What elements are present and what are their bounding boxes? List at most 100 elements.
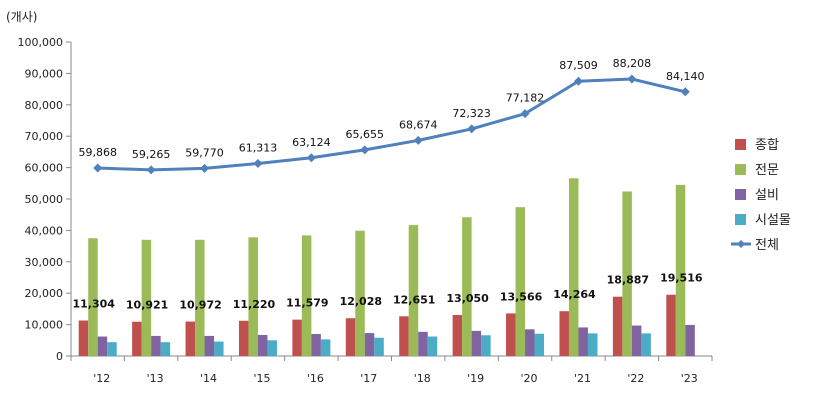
y-tick-label: 30,000 <box>25 256 64 269</box>
bar-2-4 <box>248 237 258 356</box>
legend-swatch <box>735 139 746 150</box>
line-marker-11 <box>627 74 637 84</box>
bar-2-6 <box>355 230 365 356</box>
bar-4-5 <box>320 339 331 356</box>
legend-marker <box>737 240 745 248</box>
bar-4-6 <box>374 337 384 356</box>
bar-2-10 <box>568 178 579 356</box>
bar-3-7 <box>418 331 428 356</box>
bar-1-3 <box>185 321 196 356</box>
bar-4-3 <box>214 341 224 356</box>
bar-1-4 <box>238 320 249 356</box>
bar-2-5 <box>301 235 312 356</box>
bar-3-8 <box>471 330 482 356</box>
bar-value-label: 11,304 <box>72 298 115 311</box>
bar-2-7 <box>408 225 419 356</box>
bar-1-2 <box>132 321 142 356</box>
legend-label: 종합 <box>755 138 779 153</box>
x-tick-label: '21 <box>574 372 591 385</box>
y-tick-label: 50,000 <box>25 193 64 206</box>
bar-2-1 <box>88 238 98 356</box>
line-value-label: 77,182 <box>506 92 545 105</box>
y-tick-label: 40,000 <box>25 224 64 237</box>
bar-3-5 <box>311 334 321 356</box>
bar-3-2 <box>151 335 161 356</box>
line-marker-10 <box>573 76 583 86</box>
line-marker-2 <box>146 165 156 175</box>
bar-3-6 <box>364 333 375 356</box>
line-marker-1 <box>93 163 103 173</box>
line-marker-12 <box>680 87 690 97</box>
line-marker-7 <box>413 135 423 145</box>
y-tick-label: 10,000 <box>25 319 64 332</box>
bar-value-label: 14,264 <box>553 288 596 301</box>
x-tick-label: '16 <box>307 372 324 385</box>
bar-1-1 <box>78 320 89 356</box>
x-tick-label: '15 <box>253 372 270 385</box>
bar-1-11 <box>612 296 623 356</box>
bar-value-label: 13,566 <box>500 290 543 303</box>
bar-2-11 <box>622 191 632 356</box>
bar-1-12 <box>666 294 676 356</box>
bar-3-4 <box>257 334 268 356</box>
bar-4-2 <box>160 342 171 356</box>
x-tick-label: '14 <box>200 372 217 385</box>
y-tick-label: 100,000 <box>18 36 64 49</box>
bar-3-11 <box>631 325 642 356</box>
bar-value-label: 13,050 <box>446 292 489 305</box>
line-value-label: 87,509 <box>559 59 598 72</box>
y-tick-label: 0 <box>56 350 63 363</box>
bar-2-8 <box>462 217 472 356</box>
y-tick-label: 60,000 <box>25 162 64 175</box>
bar-3-3 <box>204 335 215 356</box>
bar-value-label: 12,651 <box>393 293 435 306</box>
bar-2-9 <box>515 207 526 356</box>
bar-1-8 <box>452 315 463 356</box>
y-tick-label: 90,000 <box>25 67 64 80</box>
y-unit-label: (개사) <box>6 10 37 24</box>
legend-label: 설비 <box>755 188 779 203</box>
bar-1-9 <box>506 313 516 356</box>
legend-swatch <box>735 214 746 225</box>
bar-3-12 <box>685 324 695 356</box>
total-line <box>97 77 686 172</box>
bar-value-label: 10,921 <box>126 299 168 312</box>
line-value-label: 59,265 <box>132 148 171 161</box>
legend-label: 전체 <box>755 238 779 253</box>
x-tick-label: '23 <box>681 372 698 385</box>
legend-swatch <box>735 189 746 200</box>
bar-4-1 <box>107 342 117 356</box>
line-value-label: 88,208 <box>613 57 652 70</box>
x-tick-label: '17 <box>360 372 377 385</box>
line-value-label: 59,868 <box>78 146 117 159</box>
legend-label: 시설물 <box>755 213 791 228</box>
bar-4-7 <box>427 336 438 356</box>
bar-value-label: 18,887 <box>607 274 649 287</box>
bar-4-11 <box>641 333 651 356</box>
x-tick-label: '22 <box>627 372 644 385</box>
legend-label: 전문 <box>755 163 779 178</box>
x-tick-label: '20 <box>521 372 538 385</box>
bar-4-4 <box>267 340 277 356</box>
bar-2-3 <box>195 239 205 356</box>
line-value-label: 59,770 <box>185 146 224 159</box>
bar-3-1 <box>97 336 108 356</box>
x-tick-label: '19 <box>467 372 484 385</box>
line-value-label: 72,323 <box>452 107 491 120</box>
bar-1-5 <box>292 319 302 356</box>
line-value-label: 68,674 <box>399 118 438 131</box>
line-marker-5 <box>306 153 316 163</box>
line-marker-6 <box>360 145 370 155</box>
bar-value-label: 11,579 <box>286 297 328 310</box>
x-tick-label: '12 <box>93 372 110 385</box>
line-marker-3 <box>200 163 210 173</box>
x-tick-label: '18 <box>414 372 431 385</box>
legend-swatch <box>735 164 746 175</box>
bar-1-7 <box>399 316 409 356</box>
bar-4-10 <box>587 333 598 356</box>
bar-3-10 <box>578 327 588 356</box>
bar-1-6 <box>345 318 356 356</box>
line-value-label: 65,655 <box>346 128 385 141</box>
